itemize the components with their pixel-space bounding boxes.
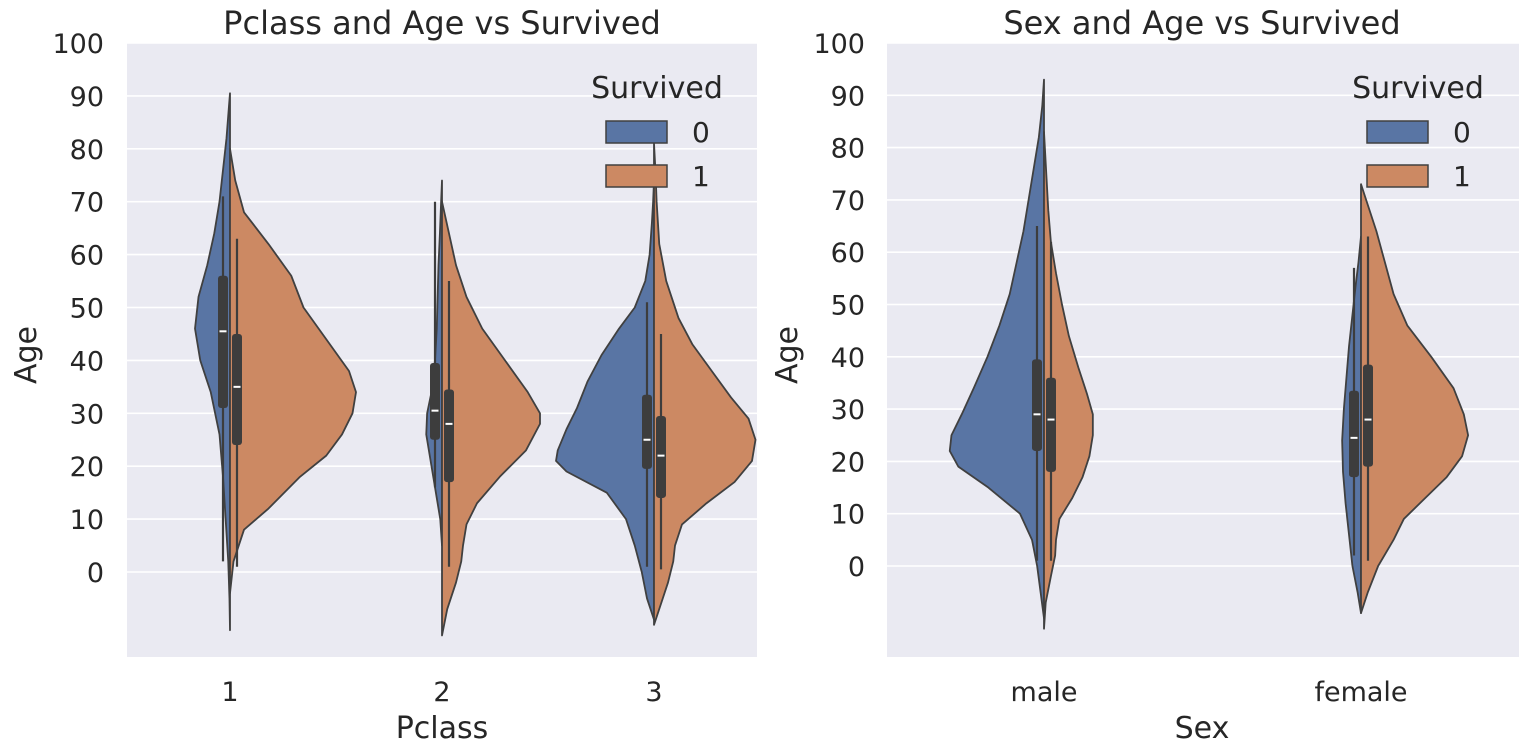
iqr-box bbox=[444, 389, 454, 483]
y-tick-label: 0 bbox=[87, 558, 104, 589]
y-tick-label: 30 bbox=[831, 395, 865, 426]
y-tick-label: 100 bbox=[813, 29, 865, 60]
legend-swatch-1 bbox=[1366, 164, 1429, 188]
violin-half-survived-0-3 bbox=[555, 179, 655, 621]
legend-label-1: 1 bbox=[1453, 160, 1471, 193]
y-tick-label: 100 bbox=[52, 29, 104, 60]
y-tick-label: 70 bbox=[831, 186, 865, 217]
y-tick-label: 70 bbox=[70, 188, 104, 219]
x-tick-label: 1 bbox=[221, 677, 238, 708]
violin-half-survived-1-3 bbox=[653, 142, 757, 626]
y-tick-label: 60 bbox=[831, 238, 865, 269]
y-tick-label: 60 bbox=[70, 241, 104, 272]
chart-title: Pclass and Age vs Survived bbox=[223, 4, 661, 42]
iqr-box bbox=[642, 394, 652, 469]
y-tick-label: 40 bbox=[70, 346, 104, 377]
x-tick-label: 2 bbox=[433, 677, 450, 708]
y-axis-label: Age bbox=[770, 326, 805, 384]
legend-label-0: 0 bbox=[692, 116, 710, 149]
violin-half-survived-0-1 bbox=[194, 92, 231, 632]
legend-swatch-0 bbox=[605, 120, 668, 144]
y-tick-label: 90 bbox=[70, 82, 104, 113]
x-tick-label: 3 bbox=[645, 677, 662, 708]
legend-label-0: 0 bbox=[1453, 116, 1471, 149]
x-axis-label: Pclass bbox=[396, 711, 489, 746]
y-tick-label: 20 bbox=[831, 447, 865, 478]
x-tick-label: male bbox=[1011, 677, 1078, 708]
legend-swatch-0 bbox=[1366, 120, 1429, 144]
legend-title: Survived bbox=[1352, 71, 1484, 106]
y-axis-label: Age bbox=[9, 326, 44, 384]
y-tick-label: 30 bbox=[70, 399, 104, 430]
iqr-box bbox=[1046, 377, 1056, 472]
iqr-box bbox=[232, 333, 242, 446]
iqr-box bbox=[656, 415, 666, 498]
violin-half-survived-1-2 bbox=[441, 200, 541, 637]
violin-half-survived-1-female bbox=[1360, 183, 1469, 614]
y-tick-label: 50 bbox=[831, 291, 865, 322]
y-tick-label: 80 bbox=[70, 135, 104, 166]
iqr-box bbox=[218, 275, 228, 409]
y-tick-label: 40 bbox=[831, 343, 865, 374]
legend-swatch-1 bbox=[605, 164, 668, 188]
chart-title: Sex and Age vs Survived bbox=[1003, 4, 1400, 42]
legend-label-1: 1 bbox=[692, 160, 710, 193]
iqr-box bbox=[430, 363, 440, 440]
violin-half-survived-1-male bbox=[1043, 131, 1094, 630]
legend: Survived 0 1 bbox=[1352, 71, 1484, 193]
y-tick-label: 0 bbox=[848, 552, 865, 583]
iqr-box bbox=[1349, 390, 1359, 478]
violin-half-survived-1-1 bbox=[229, 147, 357, 595]
iqr-box bbox=[1363, 364, 1373, 467]
y-tick-label: 50 bbox=[70, 294, 104, 325]
y-tick-label: 20 bbox=[70, 452, 104, 483]
y-tick-label: 90 bbox=[831, 81, 865, 112]
y-tick-label: 80 bbox=[831, 134, 865, 165]
iqr-box bbox=[1032, 359, 1042, 451]
legend-title: Survived bbox=[591, 71, 723, 106]
y-tick-label: 10 bbox=[831, 500, 865, 531]
violin-half-survived-0-male bbox=[948, 78, 1045, 620]
y-tick-label: 10 bbox=[70, 505, 104, 536]
x-tick-label: female bbox=[1314, 677, 1407, 708]
x-axis-label: Sex bbox=[1175, 711, 1230, 746]
legend: Survived 0 1 bbox=[591, 71, 723, 193]
